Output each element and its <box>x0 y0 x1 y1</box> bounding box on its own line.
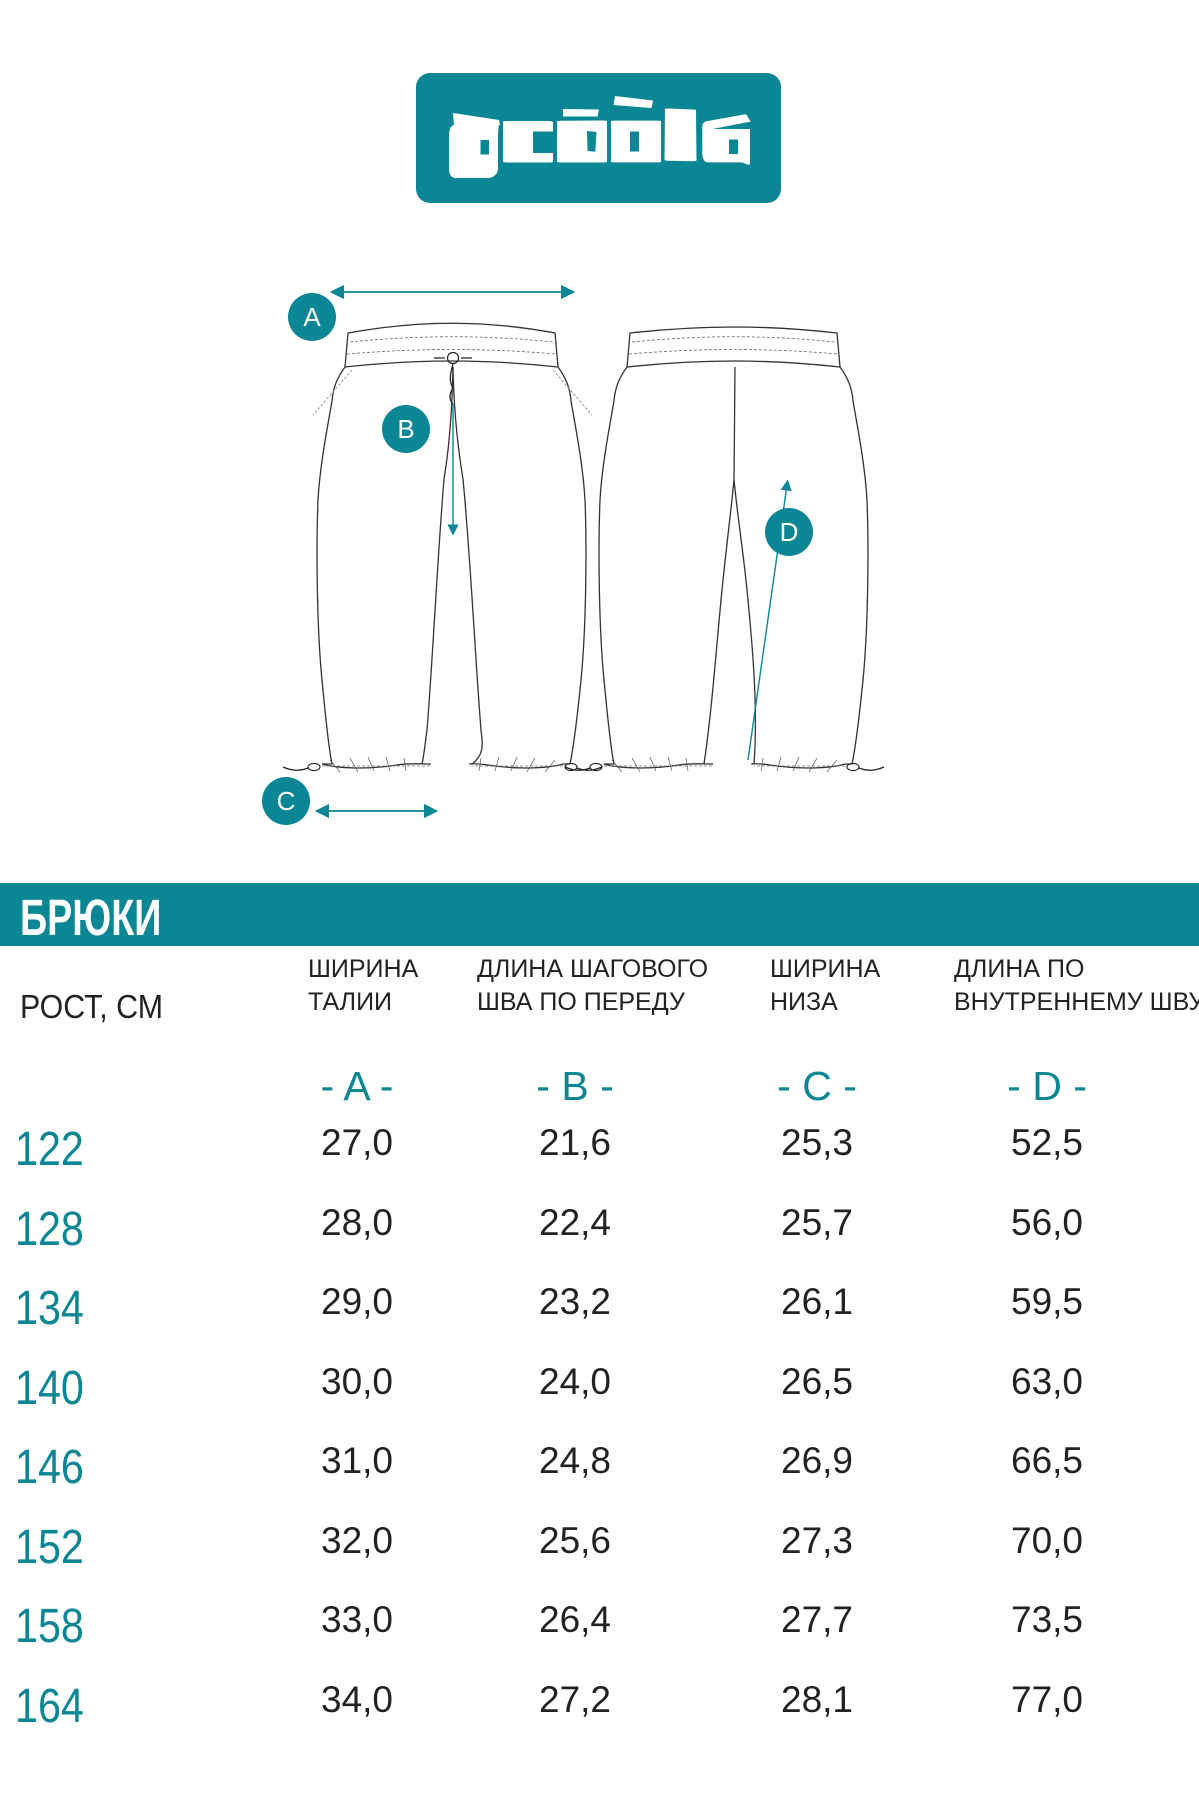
svg-text:A: A <box>303 302 321 332</box>
svg-text:C: C <box>277 786 296 816</box>
svg-text:D: D <box>780 517 799 547</box>
svg-text:B: B <box>397 414 414 444</box>
